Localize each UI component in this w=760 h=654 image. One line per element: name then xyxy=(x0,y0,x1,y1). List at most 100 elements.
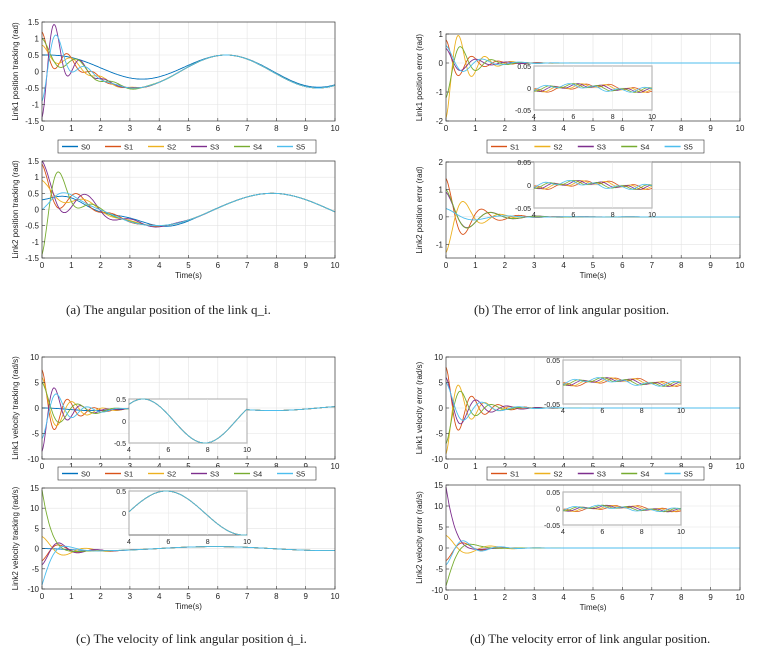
y-tick-label: 0 xyxy=(35,206,40,215)
y-tick-label: 1.5 xyxy=(28,18,40,27)
legend-d-top: S1 S2 S3 S4 S5 xyxy=(486,466,705,481)
inset-y-tick-label: 0 xyxy=(122,511,126,518)
x-tick-label: 2 xyxy=(503,261,508,270)
inset-x-tick-label: 6 xyxy=(571,212,575,219)
y-axis-label: Link2 position error (rad) xyxy=(415,166,424,253)
y-tick-label: -1.5 xyxy=(25,254,39,263)
y-tick-label: -2 xyxy=(436,117,444,126)
x-tick-label: 1 xyxy=(69,124,74,133)
x-tick-label: 6 xyxy=(216,592,221,601)
inset-y-tick-label: 0 xyxy=(556,380,560,387)
inset-c-top: 4 6 8 10 -0.5 0 0.5 xyxy=(114,397,251,454)
legend-a-top: S0 S1 S2 S3 S4 S5 xyxy=(57,139,317,154)
inset-x-tick-label: 4 xyxy=(561,408,565,415)
y-tick-label: 1 xyxy=(439,30,444,39)
caption-c: (c) The velocity of link angular positio… xyxy=(76,631,307,646)
x-tick-label: 6 xyxy=(216,462,221,471)
x-tick-label: 5 xyxy=(186,462,191,471)
inset-x-tick-label: 10 xyxy=(677,408,685,415)
x-tick-label: 8 xyxy=(679,462,684,471)
x-tick-label: 4 xyxy=(561,593,566,602)
x-tick-label: 10 xyxy=(736,462,745,471)
inset-x-tick-label: 8 xyxy=(640,408,644,415)
legend-label-S1: S1 xyxy=(510,470,519,479)
caption-b: (b) The error of link angular position. xyxy=(474,302,670,317)
x-tick-label: 2 xyxy=(503,124,508,133)
y-tick-label: 0 xyxy=(439,59,444,68)
inset-x-tick-label: 10 xyxy=(648,212,656,219)
legend-c-top: S0 S1 S2 S3 S4 S5 xyxy=(57,466,317,481)
x-tick-label: 6 xyxy=(216,124,221,133)
inset-series-S5 xyxy=(128,398,248,444)
y-axis-label: Link2 velocity tracking (rad/s) xyxy=(11,486,20,590)
x-tick-label: 7 xyxy=(650,124,655,133)
legend-label-S2: S2 xyxy=(553,470,562,479)
y-tick-label: -0.5 xyxy=(25,222,39,231)
inset-y-tick-label: 0.05 xyxy=(546,358,560,365)
y-tick-label: 5 xyxy=(439,379,444,388)
caption-a: (a) The angular position of the link q_i… xyxy=(66,302,271,317)
x-tick-label: 10 xyxy=(331,592,340,601)
inset-b-top: 4 6 8 10 -0.05 0 0.05 xyxy=(515,64,656,121)
x-tick-label: 2 xyxy=(503,593,508,602)
series-line-S5 xyxy=(41,34,336,102)
y-tick-label: 10 xyxy=(434,353,443,362)
x-tick-label: 6 xyxy=(216,261,221,270)
legend-label-S4: S4 xyxy=(640,470,649,479)
y-tick-label: -1.5 xyxy=(25,117,39,126)
series-line-S5 xyxy=(445,208,740,221)
legend-label-S2: S2 xyxy=(167,143,176,152)
x-tick-label: 3 xyxy=(532,261,537,270)
panel-a-top: 0 1 2 3 4 5 6 7 8 9 10 -1.5 -1 -0.5 0 0.5 1 1.5 Link1 posi… xyxy=(11,18,340,154)
legend-label-S5: S5 xyxy=(296,470,305,479)
x-tick-label: 7 xyxy=(245,462,250,471)
x-tick-label: 1 xyxy=(473,462,478,471)
x-tick-label: 9 xyxy=(303,124,308,133)
y-tick-label: 0 xyxy=(439,544,444,553)
y-tick-label: -10 xyxy=(431,586,443,595)
y-tick-label: 15 xyxy=(434,481,443,490)
x-tick-label: 9 xyxy=(708,593,713,602)
y-tick-label: -5 xyxy=(436,565,444,574)
legend-label-S4: S4 xyxy=(640,143,649,152)
x-tick-label: 7 xyxy=(650,593,655,602)
y-tick-label: -1 xyxy=(32,101,40,110)
y-tick-label: 10 xyxy=(434,502,443,511)
inset-series-S5 xyxy=(533,179,653,190)
y-tick-label: 1 xyxy=(439,185,444,194)
inset-y-tick-label: 0 xyxy=(527,86,531,93)
caption-d: (d) The velocity error of link angular p… xyxy=(470,631,711,646)
y-tick-label: -5 xyxy=(32,430,40,439)
x-tick-label: 9 xyxy=(303,462,308,471)
y-tick-label: 1 xyxy=(35,173,40,182)
series-line-S5 xyxy=(41,545,335,586)
series-line-S0 xyxy=(42,54,336,88)
inset-x-tick-label: 4 xyxy=(561,529,565,536)
legend-label-S3: S3 xyxy=(597,470,606,479)
inset-b-bottom: 4 6 8 10 -0.05 0 0.05 xyxy=(515,160,656,219)
x-tick-label: 1 xyxy=(473,261,478,270)
x-tick-label: 9 xyxy=(708,462,713,471)
legend-label-S1: S1 xyxy=(510,143,519,152)
inset-y-tick-label: -0.5 xyxy=(114,441,126,448)
legend-label-S3: S3 xyxy=(210,470,219,479)
inset-d-bottom: 4 6 8 10 -0.05 0 0.05 xyxy=(544,490,685,536)
x-tick-label: 1 xyxy=(473,593,478,602)
y-tick-label: 0 xyxy=(439,213,444,222)
x-tick-label: 3 xyxy=(532,462,537,471)
inset-x-tick-label: 10 xyxy=(243,447,251,454)
y-tick-label: 5 xyxy=(439,523,444,532)
x-tick-label: 1 xyxy=(473,124,478,133)
series-line-S5 xyxy=(445,382,740,421)
y-axis-label: Link2 velocity error (rad/s) xyxy=(415,491,424,584)
inset-y-tick-label: 0.5 xyxy=(116,489,126,496)
y-tick-label: 0 xyxy=(35,404,40,413)
y-tick-label: 15 xyxy=(30,484,39,493)
inset-x-tick-label: 6 xyxy=(166,447,170,454)
x-tick-label: 2 xyxy=(98,592,103,601)
x-tick-label: 10 xyxy=(736,261,745,270)
x-tick-label: 7 xyxy=(245,592,250,601)
panel-d-bottom: 0 1 2 3 4 5 6 7 8 9 10 -10 -5 0 5 10 15 Link2 velocity er… xyxy=(415,481,745,612)
x-axis-label: Time(s) xyxy=(580,271,607,280)
y-tick-label: -1 xyxy=(436,88,444,97)
